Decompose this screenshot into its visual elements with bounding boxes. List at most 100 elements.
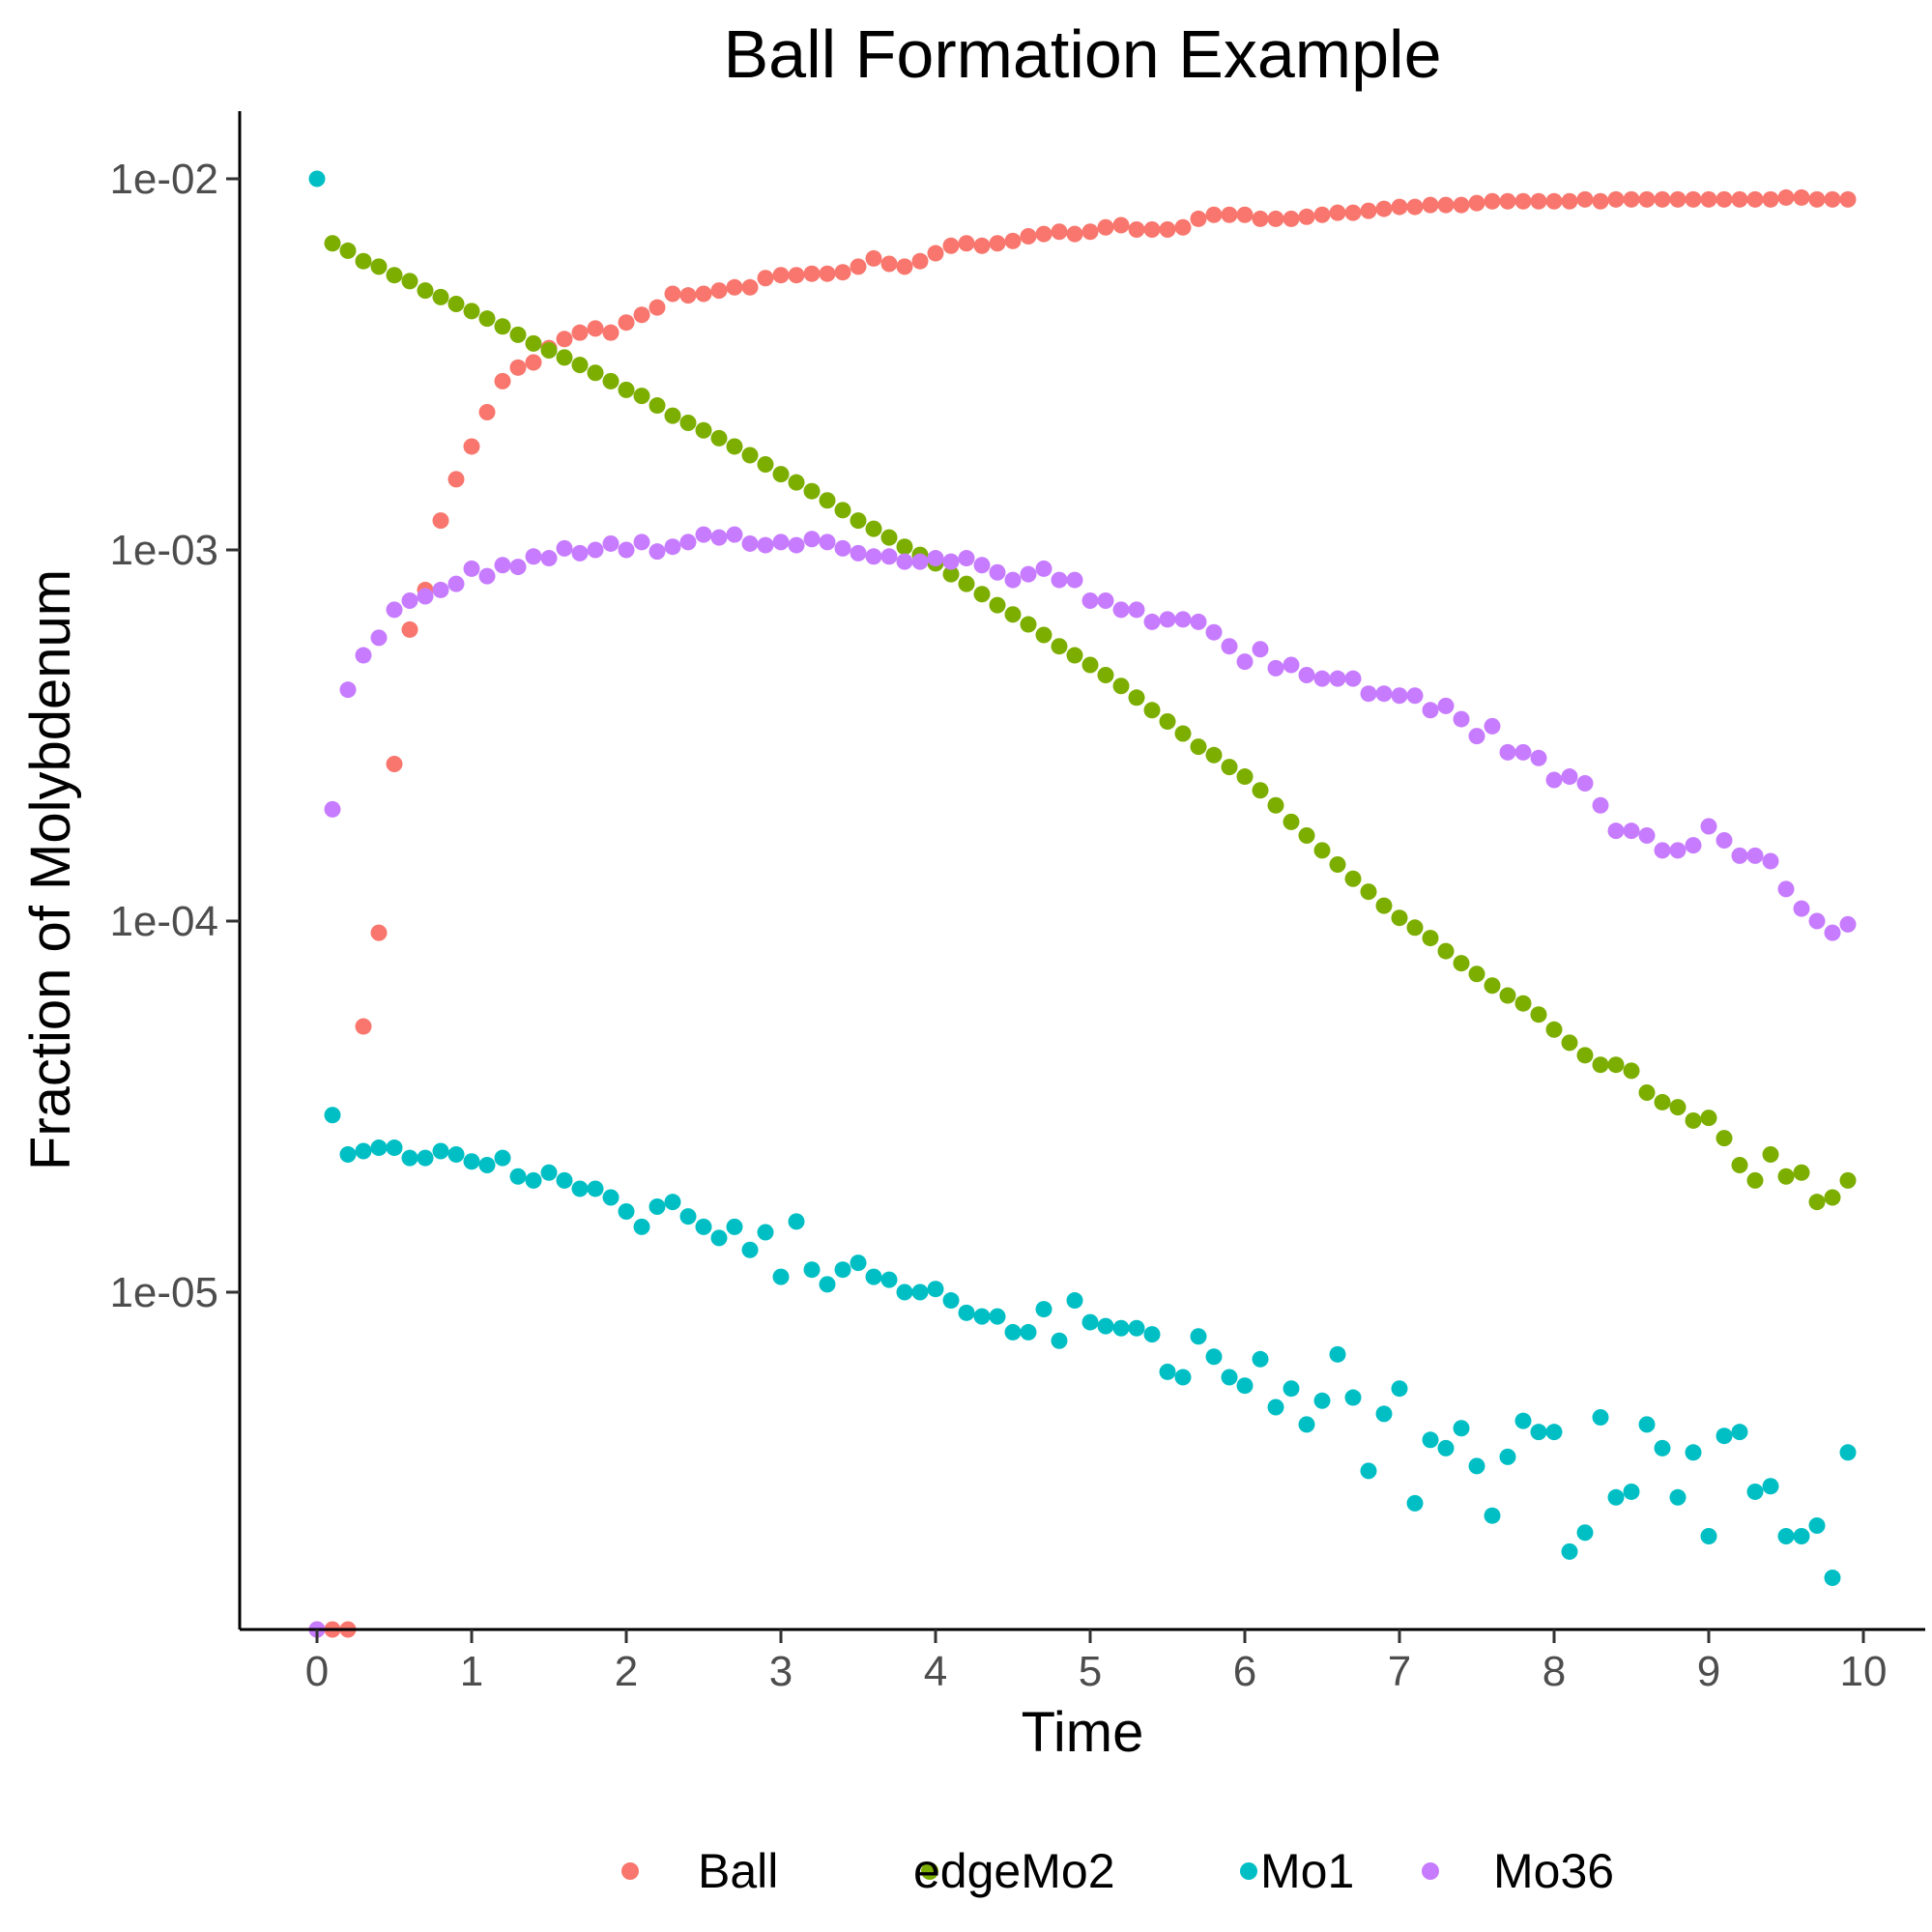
data-point xyxy=(1437,1439,1455,1456)
data-point xyxy=(1700,190,1717,208)
data-point xyxy=(509,1168,527,1185)
data-point xyxy=(1020,227,1037,245)
data-point xyxy=(1545,771,1563,789)
data-point xyxy=(1576,775,1594,793)
data-point xyxy=(664,407,681,424)
data-point xyxy=(1654,190,1671,208)
data-point xyxy=(1143,220,1161,238)
data-point xyxy=(757,456,774,474)
data-point xyxy=(1530,192,1547,210)
data-point xyxy=(1283,210,1300,227)
data-point xyxy=(1406,198,1424,216)
data-point xyxy=(1252,641,1269,658)
data-point xyxy=(1685,1111,1702,1129)
data-point xyxy=(1592,796,1609,814)
data-point xyxy=(1746,1171,1764,1189)
data-point xyxy=(478,1157,496,1174)
data-point xyxy=(1700,1528,1717,1545)
data-point xyxy=(1406,687,1424,705)
y-tick-label: 1e-05 xyxy=(109,1269,218,1316)
data-point xyxy=(679,1208,697,1226)
data-point xyxy=(1391,909,1408,927)
data-point xyxy=(1468,728,1485,745)
data-point xyxy=(1097,667,1114,684)
x-axis-title: Time xyxy=(1022,1701,1144,1764)
data-point xyxy=(1592,1056,1609,1074)
data-point xyxy=(1205,746,1223,764)
data-point xyxy=(1607,1056,1625,1074)
data-point xyxy=(850,544,867,562)
data-point xyxy=(896,258,913,275)
data-point xyxy=(710,529,728,546)
data-point xyxy=(1035,225,1053,243)
legend-item-ball: Ball xyxy=(621,1844,778,1898)
data-point xyxy=(1453,710,1470,728)
data-point xyxy=(1453,955,1470,972)
data-point xyxy=(927,550,944,567)
data-point xyxy=(1716,190,1733,208)
data-point xyxy=(556,1171,573,1189)
data-point xyxy=(1623,1483,1640,1500)
data-point xyxy=(633,533,650,551)
data-point xyxy=(1051,571,1068,589)
data-point xyxy=(1808,1517,1826,1535)
data-point xyxy=(1190,613,1207,630)
axes xyxy=(238,111,1925,1631)
data-point xyxy=(370,629,388,647)
data-point xyxy=(788,267,805,284)
data-point xyxy=(942,565,960,583)
data-point xyxy=(525,334,542,352)
data-point xyxy=(1066,1292,1083,1310)
data-point xyxy=(1777,880,1795,898)
data-point xyxy=(1716,1130,1733,1147)
data-point xyxy=(571,1180,589,1197)
data-point xyxy=(339,681,357,699)
y-ticks: 1e-02 1e-03 1e-04 1e-05 xyxy=(109,156,240,1316)
data-point xyxy=(1561,1034,1578,1052)
data-point xyxy=(1685,190,1702,208)
data-point xyxy=(772,533,790,551)
data-point xyxy=(308,170,326,187)
legend-label: edgeMo2 xyxy=(913,1844,1115,1898)
data-point xyxy=(1746,190,1764,208)
data-point xyxy=(1484,717,1501,735)
data-point xyxy=(1174,611,1192,628)
data-point xyxy=(1391,1380,1408,1398)
data-point xyxy=(370,258,388,275)
data-point xyxy=(1004,606,1022,623)
data-point xyxy=(386,755,403,772)
data-point xyxy=(973,586,991,603)
data-point xyxy=(1437,196,1455,214)
data-point xyxy=(1313,842,1331,859)
data-point xyxy=(540,1164,558,1181)
data-point xyxy=(1700,818,1717,835)
data-point xyxy=(1468,1457,1485,1475)
legend-swatch xyxy=(921,1862,938,1880)
chart-title: Ball Formation Example xyxy=(723,16,1441,92)
data-point xyxy=(1576,1524,1594,1542)
data-point xyxy=(355,1142,372,1160)
x-tick-label: 10 xyxy=(1840,1648,1888,1695)
data-point xyxy=(1437,942,1455,960)
data-point xyxy=(695,285,712,303)
data-point xyxy=(1236,206,1254,223)
data-point xyxy=(1190,210,1207,227)
data-point xyxy=(850,512,867,530)
data-point xyxy=(911,553,929,570)
data-point xyxy=(633,1218,650,1235)
x-tick-label: 0 xyxy=(305,1648,329,1695)
data-point xyxy=(1623,1062,1640,1080)
data-point xyxy=(803,1261,821,1279)
x-tick-label: 8 xyxy=(1543,1648,1566,1695)
data-point xyxy=(1762,1146,1779,1164)
data-point xyxy=(1329,670,1346,687)
data-point xyxy=(432,581,449,598)
data-point xyxy=(1252,782,1269,799)
data-point xyxy=(1298,667,1315,684)
data-point xyxy=(1468,966,1485,983)
data-point xyxy=(509,559,527,576)
data-point xyxy=(478,567,496,585)
data-point xyxy=(1329,1345,1346,1363)
data-point xyxy=(1360,685,1377,703)
data-point xyxy=(958,235,975,252)
